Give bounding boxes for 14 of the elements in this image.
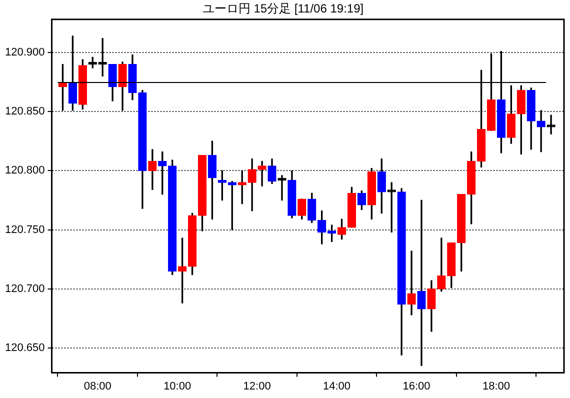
x-tick-label: 12:00 [243, 380, 271, 392]
y-tick-label: 120.800 [4, 164, 45, 177]
y-tick-label: 120.650 [4, 342, 45, 354]
y-tick-label: 120.850 [4, 106, 45, 118]
x-tick-label: 16:00 [402, 380, 430, 392]
x-tick-label: 10:00 [164, 380, 192, 392]
chart-title: ユーロ円 15分足 [11/06 19:19] [202, 2, 364, 16]
y-tick-label: 120.750 [4, 224, 45, 236]
candlestick [546, 114, 556, 134]
x-tick-label: 14:00 [323, 380, 351, 392]
x-tick-label: 08:00 [84, 380, 112, 392]
x-tick-label: 18:00 [482, 380, 510, 392]
y-tick-label: 120.700 [4, 282, 45, 295]
y-tick-label: 120.900 [4, 46, 45, 59]
